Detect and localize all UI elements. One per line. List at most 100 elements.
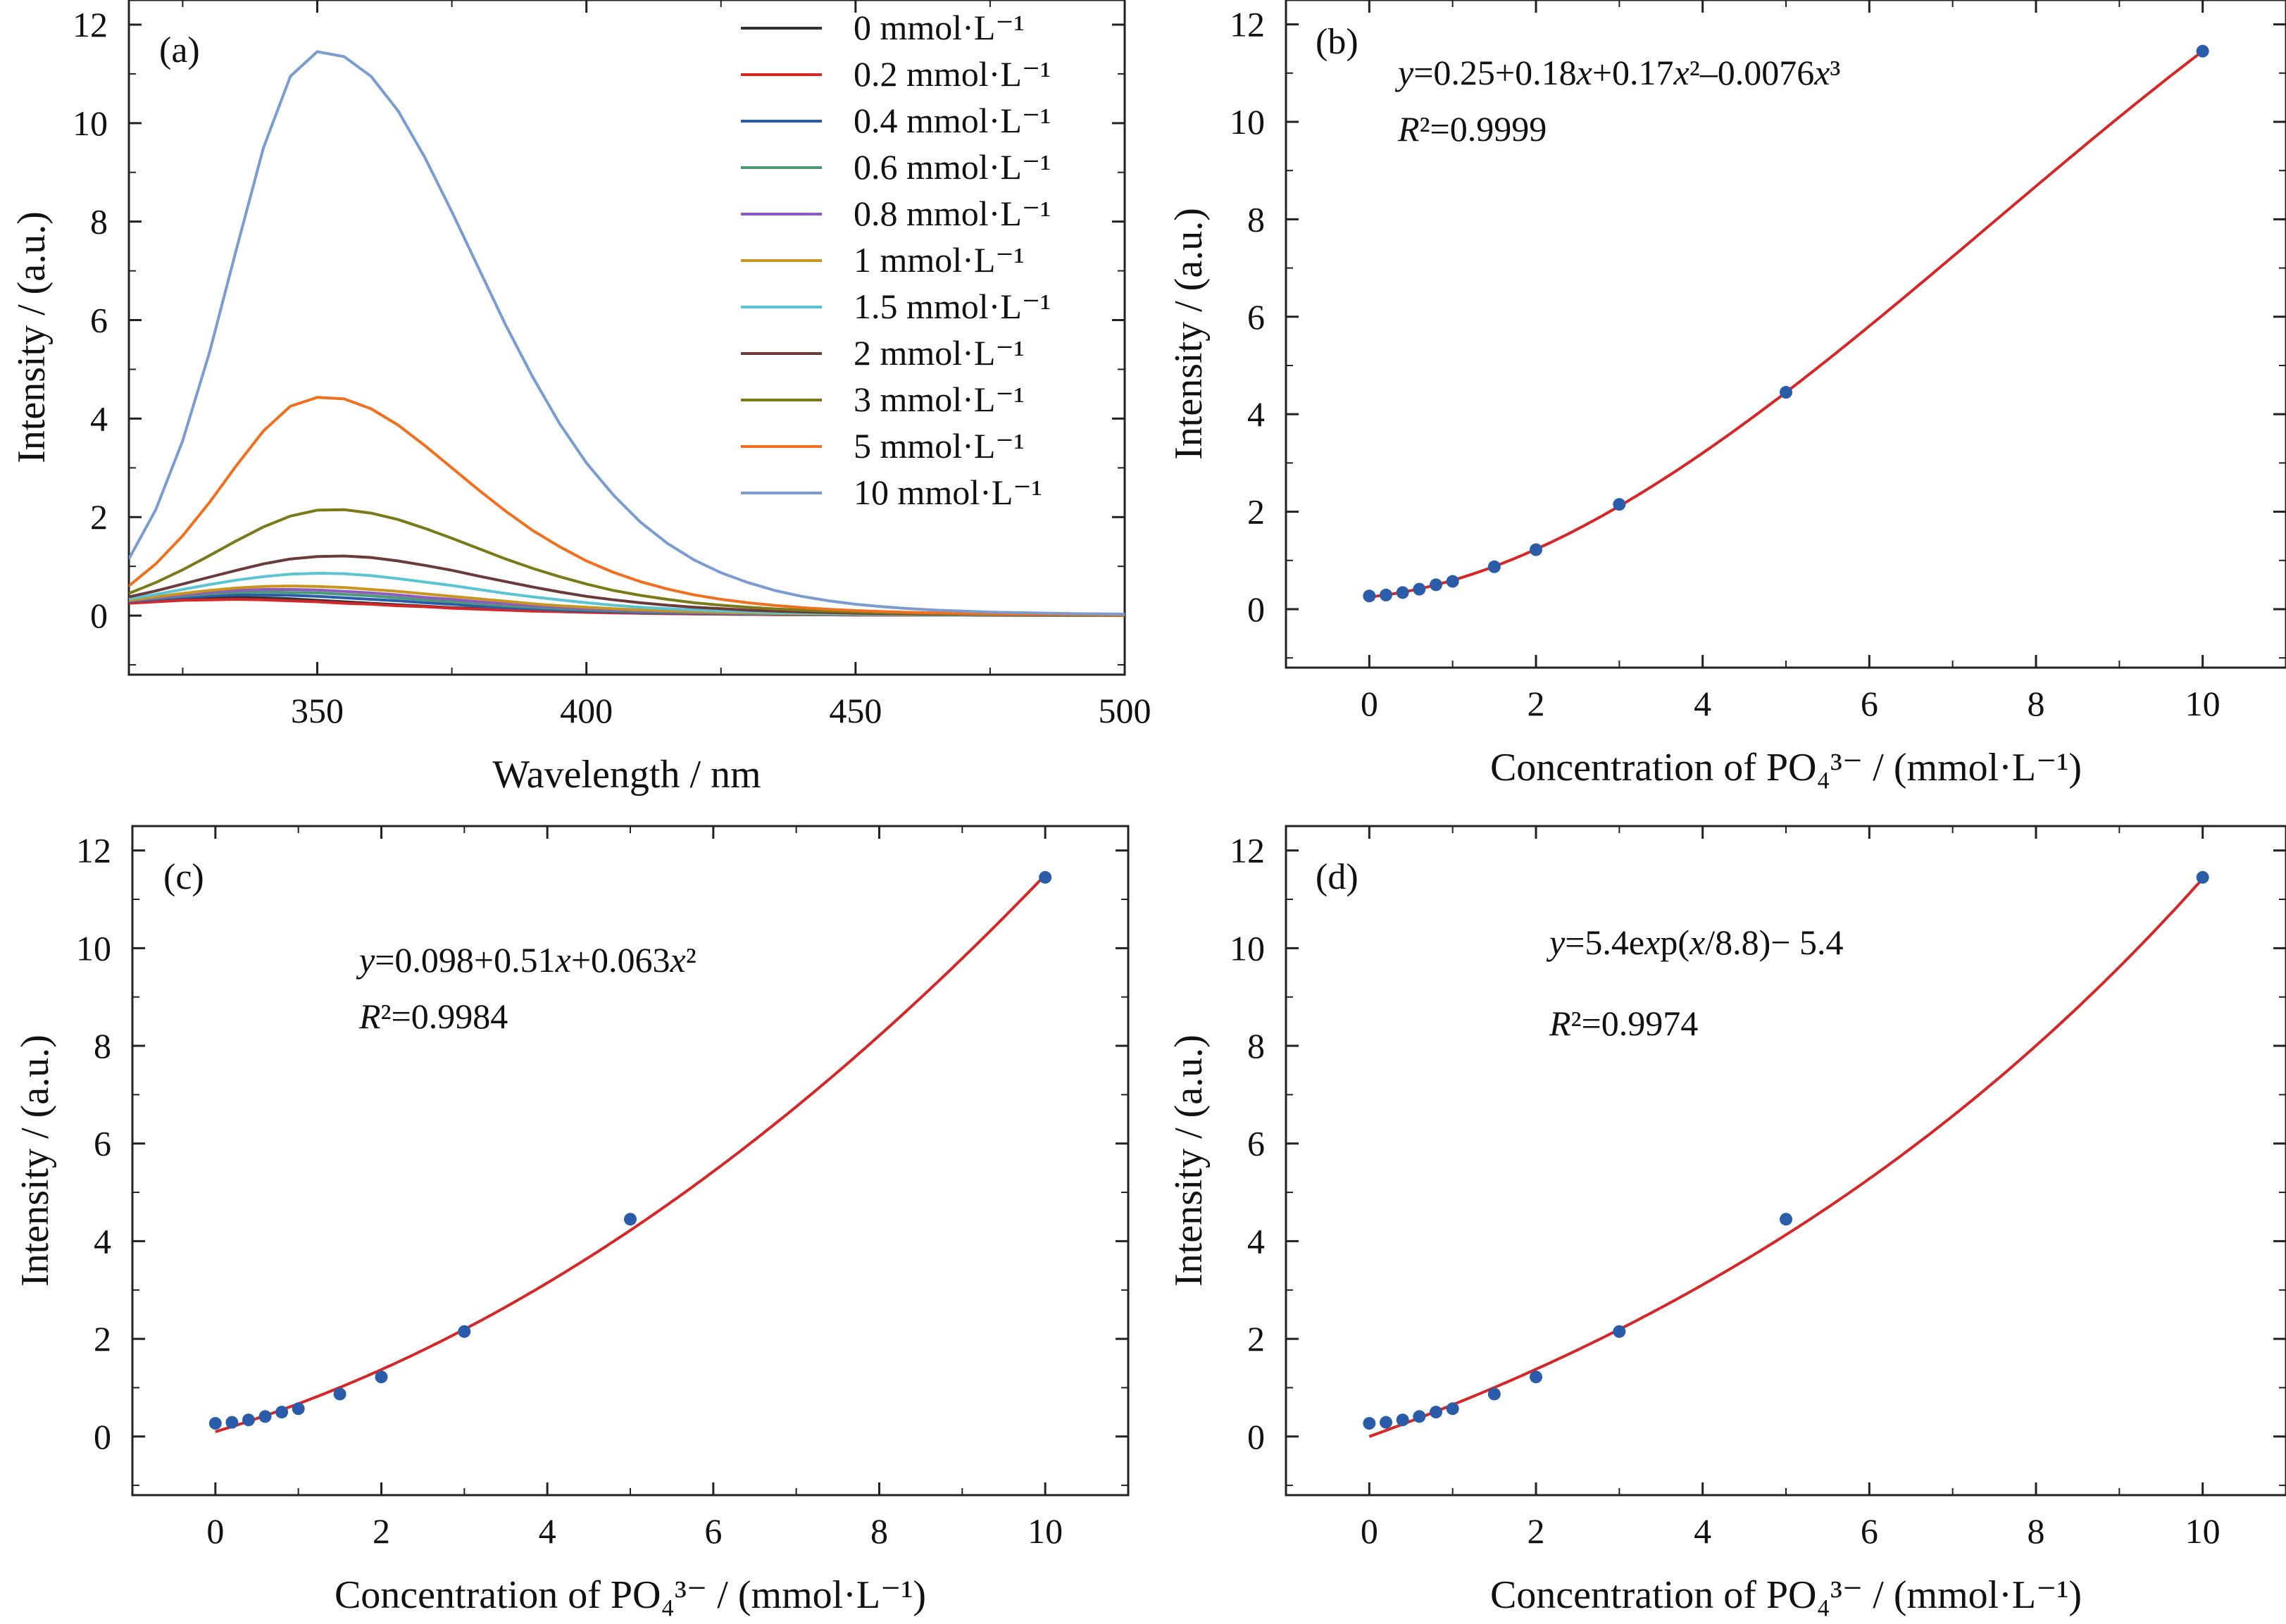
data-point-5 (292, 1402, 305, 1416)
x-tick-label: 8 (2028, 684, 2045, 723)
y-axis-title: Intensity / (a.u.) (13, 1035, 57, 1287)
data-point-1 (225, 1416, 239, 1429)
data-point-0 (208, 1417, 222, 1430)
data-point-2 (242, 1413, 255, 1427)
y-tick-label: 0 (94, 1417, 111, 1456)
x-axis-title: Concentration of PO₄³⁻ / (mmol·L⁻¹) (335, 1573, 926, 1617)
data-point-3 (258, 1410, 272, 1423)
chart-panel-0: 0 2 4 6 8 10 12 350 400 450 500 Wavelength / nm Inte… (10, 0, 1151, 797)
x-tick-label: 4 (539, 1511, 556, 1551)
x-axis-title: Concentration of PO₄³⁻ / (mmol·L⁻¹) (1490, 746, 2082, 789)
fit-equation: y=0.098+0.51x+0.063x² (356, 940, 697, 980)
y-axis-title: Intensity / (a.u.) (10, 211, 54, 463)
x-tick-label: 8 (2028, 1511, 2045, 1551)
y-tick-label: 8 (90, 202, 108, 242)
data-point-4 (275, 1406, 289, 1419)
data-point-8 (1613, 1325, 1626, 1338)
data-point-7 (375, 1370, 388, 1384)
x-tick-label: 400 (560, 691, 613, 730)
x-tick-label: 10 (1028, 1511, 1063, 1551)
y-tick-label: 2 (1247, 492, 1265, 532)
y-tick-label: 2 (94, 1319, 111, 1358)
x-tick-label: 6 (704, 1511, 722, 1551)
legend-label-4: 0.8 mmol·L⁻¹ (854, 194, 1051, 233)
fit-r-squared: R²=0.9999 (1397, 109, 1547, 149)
fit-r-squared: R²=0.9984 (358, 997, 508, 1036)
data-point-7 (1530, 1370, 1542, 1384)
data-point-0 (1363, 1417, 1376, 1430)
x-tick-label: 6 (1861, 1511, 1878, 1551)
data-point-10 (1039, 870, 1052, 884)
y-tick-label: 12 (1230, 831, 1265, 870)
data-point-1 (1380, 588, 1392, 601)
data-point-9 (624, 1213, 637, 1226)
data-point-2 (1396, 1413, 1409, 1427)
y-tick-label: 8 (1247, 199, 1265, 239)
data-point-8 (1613, 498, 1626, 511)
y-tick-label: 6 (90, 301, 108, 340)
fit-r-squared: R²=0.9974 (1549, 1004, 1698, 1043)
plot-area (129, 50, 1125, 617)
y-tick-label: 10 (76, 928, 111, 968)
fit-equation: y=5.4exp(x/8.8)− 5.4 (1546, 923, 1843, 962)
plot-frame (131, 825, 1130, 1497)
chart-panel-2: 0 2 4 6 8 10 12 0 2 4 6 8 10 Concentration of PO₄³⁻ /… (13, 825, 1130, 1617)
chart-panel-1: 0 2 4 6 8 10 12 0 2 4 6 8 10 Concentration of PO₄³⁻ /… (1167, 0, 2286, 789)
x-tick-label: 2 (1528, 1511, 1545, 1551)
data-point-3 (1413, 582, 1426, 596)
data-point-4 (1430, 578, 1442, 592)
x-tick-label: 0 (206, 1511, 224, 1551)
y-tick-label: 10 (1230, 102, 1265, 142)
y-tick-label: 4 (94, 1221, 111, 1261)
plot-frame (1285, 0, 2286, 669)
x-tick-label: 4 (1694, 684, 1711, 723)
data-point-5 (1446, 1402, 1459, 1416)
y-tick-label: 0 (1247, 589, 1265, 629)
data-point-7 (1530, 543, 1542, 556)
data-point-5 (1446, 575, 1459, 588)
x-tick-label: 10 (2185, 1511, 2221, 1551)
fit-equation: y=0.25+0.18x+0.17x²–0.0076x³ (1394, 53, 1840, 92)
data-point-8 (458, 1325, 471, 1338)
legend-label-1: 0.2 mmol·L⁻¹ (854, 54, 1051, 94)
legend-label-7: 2 mmol·L⁻¹ (854, 333, 1025, 373)
y-tick-label: 10 (73, 104, 108, 143)
y-tick-label: 8 (94, 1026, 111, 1066)
data-point-9 (1780, 1213, 1792, 1226)
legend-label-0: 0 mmol·L⁻¹ (854, 8, 1025, 47)
data-point-10 (2196, 44, 2209, 58)
data-point-6 (333, 1387, 346, 1401)
data-point-6 (1487, 560, 1501, 573)
plot-area (208, 870, 1052, 1433)
y-tick-label: 2 (1247, 1319, 1265, 1358)
legend-label-6: 1.5 mmol·L⁻¹ (854, 287, 1051, 326)
data-point-9 (1780, 386, 1792, 399)
legend: 0 mmol·L⁻¹ 0.2 mmol·L⁻¹ 0.4 mmol·L⁻¹ 0.6 mm… (741, 8, 1051, 512)
fit-curve (1368, 877, 2204, 1438)
legend-label-9: 5 mmol·L⁻¹ (854, 426, 1025, 466)
x-tick-label: 350 (291, 691, 344, 730)
data-point-4 (1430, 1406, 1442, 1419)
legend-label-3: 0.6 mmol·L⁻¹ (854, 147, 1051, 187)
y-tick-label: 10 (1230, 928, 1265, 968)
x-axis-title: Concentration of PO₄³⁻ / (mmol·L⁻¹) (1490, 1573, 2082, 1617)
x-tick-label: 2 (1528, 684, 1545, 723)
data-point-0 (1363, 589, 1376, 603)
legend-label-2: 0.4 mmol·L⁻¹ (854, 101, 1051, 140)
plot-area (1363, 870, 2209, 1438)
x-tick-label: 4 (1694, 1511, 1711, 1551)
chart-panel-3: 0 2 4 6 8 10 12 0 2 4 6 8 10 Concentration of PO₄³⁻ /… (1167, 825, 2286, 1617)
data-point-6 (1487, 1387, 1501, 1401)
y-tick-label: 0 (1247, 1417, 1265, 1456)
legend-label-8: 3 mmol·L⁻¹ (854, 380, 1025, 419)
y-tick-label: 12 (73, 5, 108, 44)
y-tick-label: 4 (1247, 1221, 1265, 1261)
x-tick-label: 10 (2185, 684, 2221, 723)
plot-frame (127, 0, 1126, 676)
y-tick-label: 6 (94, 1124, 111, 1163)
x-tick-label: 0 (1361, 684, 1378, 723)
y-tick-label: 12 (1230, 5, 1265, 44)
data-point-2 (1396, 586, 1409, 599)
x-tick-label: 2 (373, 1511, 390, 1551)
